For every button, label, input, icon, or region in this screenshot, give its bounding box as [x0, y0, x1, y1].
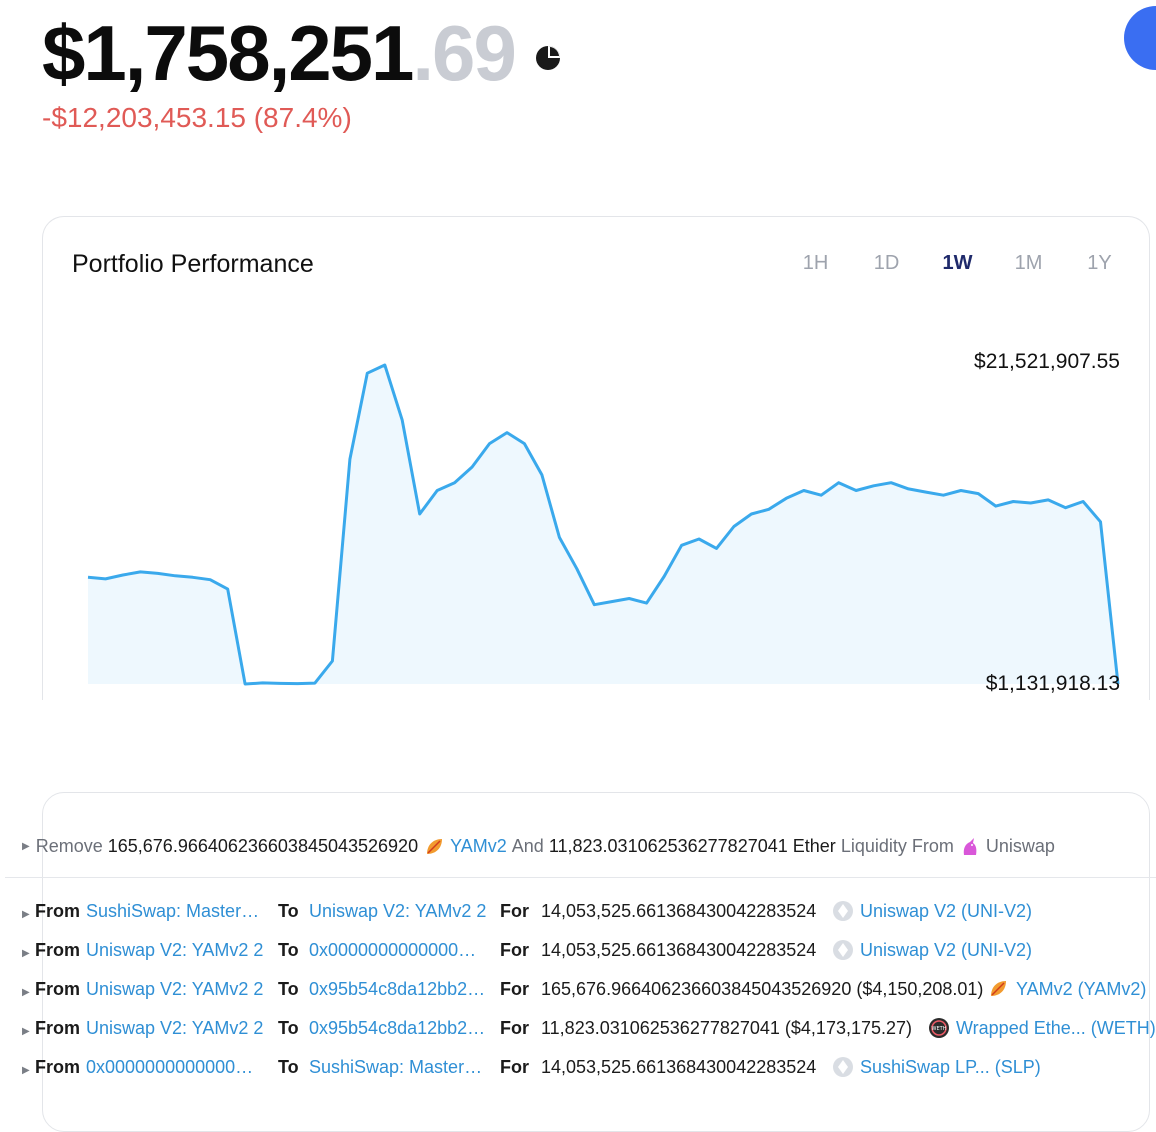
for-label: For — [500, 901, 529, 921]
from-label: From — [35, 940, 80, 960]
expand-triangle-icon[interactable]: ▶ — [22, 841, 30, 852]
from-address[interactable]: Uniswap V2: YAMv2 2 — [86, 979, 264, 999]
to-label: To — [278, 1018, 299, 1038]
transfer-row[interactable]: ▶ From Uniswap V2: YAMv2 2 To 0x00000000… — [22, 937, 1156, 963]
chart-max-label: $21,521,907.55 — [974, 350, 1120, 373]
to-address[interactable]: 0x95b54c8da12bb2… — [309, 1018, 486, 1038]
token-name[interactable]: Uniswap V2 (UNI-V2) — [860, 901, 1033, 921]
chart-min-label: $1,131,918.13 — [985, 672, 1120, 695]
uniswap-lp-icon — [832, 898, 854, 929]
transaction-summary[interactable]: ▶ Remove 165,676.96640623660384504352692… — [22, 836, 1055, 857]
expand-triangle-icon[interactable]: ▶ — [22, 948, 30, 959]
summary-verb: Remove — [35, 836, 103, 856]
yam-icon — [988, 976, 1008, 1006]
chart-area-fill — [88, 365, 1118, 684]
chart-title: Portfolio Performance — [72, 250, 314, 278]
for-label: For — [500, 1057, 529, 1077]
summary-conj: And — [511, 836, 544, 856]
expand-triangle-icon[interactable]: ▶ — [22, 909, 30, 920]
range-1y[interactable]: 1Y — [1087, 252, 1112, 274]
transfer-row[interactable]: ▶ From 0x0000000000000… To SushiSwap: Ma… — [22, 1054, 1156, 1080]
for-label: For — [500, 979, 529, 999]
range-1h[interactable]: 1H — [802, 252, 829, 274]
range-1w[interactable]: 1W — [942, 252, 973, 274]
from-address[interactable]: Uniswap V2: YAMv2 2 — [86, 940, 264, 960]
transfer-row[interactable]: ▶ From Uniswap V2: YAMv2 2 To 0x95b54c8d… — [22, 976, 1156, 1002]
summary-amount2: 11,823.031062536277827041 — [548, 836, 788, 856]
expand-triangle-icon[interactable]: ▶ — [22, 987, 30, 998]
pie-chart-icon[interactable] — [533, 43, 563, 73]
transfer-amount: 11,823.031062536277827041 ($4,173,175.27… — [541, 1018, 913, 1038]
to-label: To — [278, 901, 299, 921]
from-address[interactable]: Uniswap V2: YAMv2 2 — [86, 1018, 264, 1038]
summary-amount1: 165,676.966406236603845043526920 — [107, 836, 419, 856]
transfer-amount: 14,053,525.661368430042283524 — [541, 901, 817, 921]
for-label: For — [500, 940, 529, 960]
token-name[interactable]: Uniswap V2 (UNI-V2) — [860, 940, 1033, 960]
transfer-row[interactable]: ▶ From SushiSwap: Master… To Uniswap V2:… — [22, 898, 1156, 924]
to-label: To — [278, 979, 299, 999]
svg-text:WETH: WETH — [932, 1026, 947, 1032]
summary-token2: Ether — [792, 836, 836, 856]
token-name[interactable]: Wrapped Ethe... (WETH) — [956, 1018, 1156, 1038]
token-name[interactable]: YAMv2 (YAMv2) — [1016, 979, 1147, 999]
to-address[interactable]: SushiSwap: Master… — [309, 1057, 483, 1077]
to-label: To — [278, 1057, 299, 1077]
balance-change: -$12,203,453.15 (87.4%) — [42, 102, 352, 133]
transfer-row[interactable]: ▶ From Uniswap V2: YAMv2 2 To 0x95b54c8d… — [22, 1015, 1156, 1041]
transfer-amount: 14,053,525.661368430042283524 — [541, 940, 817, 960]
to-label: To — [278, 940, 299, 960]
transfer-amount: 165,676.966406236603845043526920 ($4,150… — [541, 979, 984, 999]
sushiswap-lp-icon — [832, 1054, 854, 1085]
token-name[interactable]: SushiSwap LP... (SLP) — [860, 1057, 1041, 1077]
to-address[interactable]: 0x95b54c8da12bb2… — [309, 979, 486, 999]
uniswap-lp-icon — [832, 937, 854, 968]
from-label: From — [35, 979, 80, 999]
to-address[interactable]: Uniswap V2: YAMv2 2 — [309, 901, 487, 921]
from-label: From — [35, 901, 80, 921]
summary-middle: Liquidity From — [840, 836, 954, 856]
summary-token1[interactable]: YAMv2 — [450, 836, 507, 856]
performance-chart — [87, 363, 1120, 686]
card-fade — [30, 700, 1156, 760]
summary-platform[interactable]: Uniswap — [985, 836, 1055, 856]
range-1m[interactable]: 1M — [1014, 252, 1043, 274]
range-1d[interactable]: 1D — [873, 252, 900, 274]
balance-cents: .69 — [412, 8, 516, 97]
expand-triangle-icon[interactable]: ▶ — [22, 1026, 30, 1037]
to-address[interactable]: 0x0000000000000… — [309, 940, 477, 960]
chart-line — [87, 363, 1120, 686]
from-label: From — [35, 1018, 80, 1038]
divider — [5, 877, 1156, 878]
balance-main: $1,758,251 — [42, 8, 414, 97]
expand-triangle-icon[interactable]: ▶ — [22, 1065, 30, 1076]
portfolio-balance: $1,758,251 .69 — [42, 8, 563, 98]
from-label: From — [35, 1057, 80, 1077]
from-address[interactable]: SushiSwap: Master… — [86, 901, 260, 921]
time-range-selector: 1H 1D 1W 1M 1Y — [780, 252, 1135, 275]
weth-icon: WETH — [928, 1015, 950, 1046]
yam-icon — [424, 837, 444, 857]
transfer-amount: 14,053,525.661368430042283524 — [541, 1057, 817, 1077]
from-address[interactable]: 0x0000000000000… — [86, 1057, 254, 1077]
uniswap-unicorn-icon — [960, 837, 980, 857]
for-label: For — [500, 1018, 529, 1038]
